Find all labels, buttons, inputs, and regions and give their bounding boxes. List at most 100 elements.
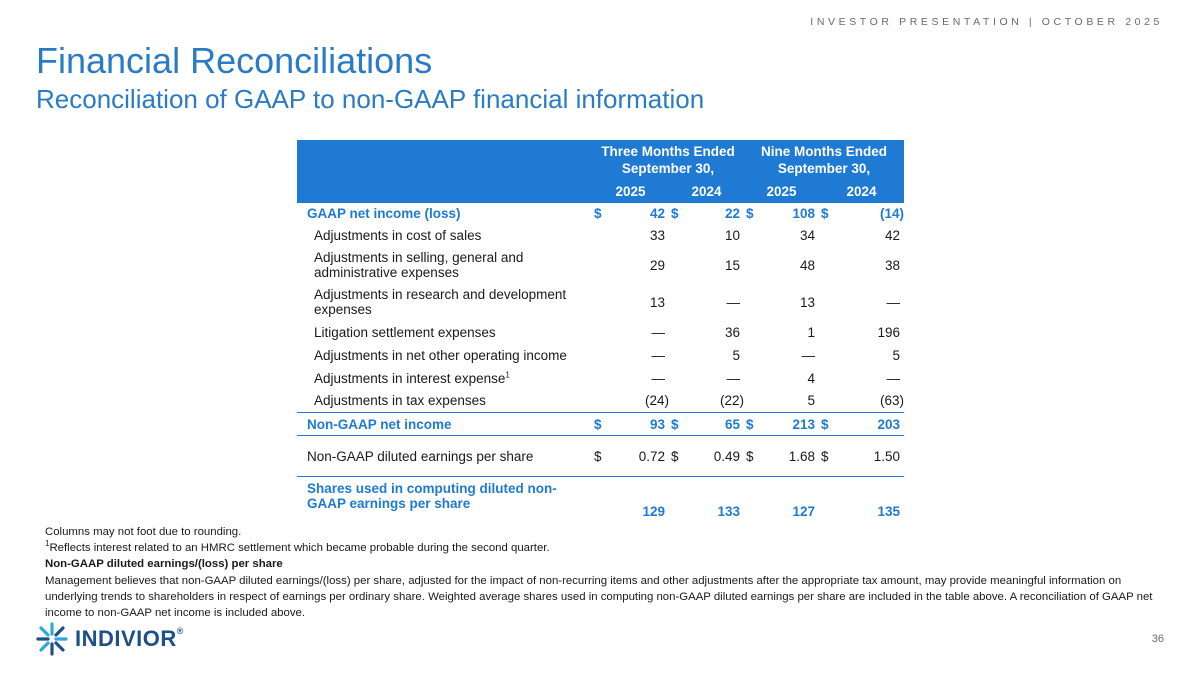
header-blank	[297, 180, 592, 203]
currency-cell: $	[819, 202, 838, 225]
currency-cell: $	[592, 412, 610, 436]
currency-cell	[744, 247, 762, 284]
logo-wordmark: INDIVIOR®	[75, 626, 184, 651]
currency-cell	[592, 247, 610, 284]
currency-cell	[669, 225, 687, 247]
value-cell: 5	[807, 393, 816, 409]
value-cell: —	[886, 370, 901, 386]
currency-cell: $	[671, 448, 679, 464]
row-label: Adjustments in research and development …	[314, 287, 567, 317]
value-cell: 133	[687, 476, 745, 522]
table-row: Adjustments in selling, general and admi…	[297, 247, 904, 284]
value-cell: 127	[762, 476, 820, 522]
row-label: Litigation settlement expenses	[314, 324, 496, 340]
value-cell: 108	[762, 202, 820, 225]
value-cell: 29	[649, 257, 665, 273]
currency-cell	[669, 321, 687, 344]
currency-cell: $	[746, 448, 754, 464]
footnotes: Columns may not foot due to rounding. 1R…	[45, 524, 1155, 621]
value-cell: 196	[877, 324, 901, 340]
currency-cell: $	[744, 412, 763, 436]
row-label: Adjustments in tax expenses	[314, 393, 486, 409]
table-row: Litigation settlement expenses — 36 1 196	[297, 321, 904, 344]
currency-cell: $	[821, 448, 829, 464]
currency-cell	[592, 367, 610, 390]
page-number: 36	[1151, 633, 1164, 645]
currency-cell	[744, 390, 762, 413]
row-label: Adjustments in net other operating incom…	[314, 347, 567, 363]
value-cell: (22)	[720, 393, 745, 409]
year-header: 2025	[592, 180, 669, 203]
currency-cell: $	[669, 202, 687, 225]
value-cell: 0.49	[713, 448, 741, 464]
year-header-row: 2025 2024 2025 2024	[297, 180, 905, 203]
currency-cell	[592, 476, 610, 522]
header-blank	[297, 140, 592, 180]
currency-cell	[744, 344, 762, 367]
currency-cell	[819, 390, 837, 413]
currency-cell	[744, 476, 763, 522]
currency-cell	[592, 344, 610, 367]
table-row: Shares used in computing diluted non-GAA…	[297, 476, 905, 522]
eps-body: Management believes that non-GAAP dilute…	[45, 574, 1153, 620]
value-cell: 13	[799, 294, 816, 310]
indivior-logo: INDIVIOR®	[35, 621, 184, 657]
currency-cell	[819, 321, 837, 344]
table-row: Adjustments in research and development …	[297, 284, 904, 321]
value-cell: 1	[807, 324, 816, 340]
currency-cell	[744, 367, 762, 390]
value-cell: 48	[799, 257, 816, 273]
value-cell: 13	[649, 294, 665, 310]
row-label: Non-GAAP diluted earnings per share	[307, 448, 534, 464]
row-label: GAAP net income (loss)	[297, 202, 592, 225]
row-label: Shares used in computing diluted non-GAA…	[297, 476, 592, 522]
row-label: Adjustments in selling, general and admi…	[314, 250, 524, 280]
currency-cell	[669, 247, 687, 284]
value-cell: —	[886, 294, 901, 310]
value-cell: 135	[837, 476, 905, 522]
page-title: Financial Reconciliations	[36, 40, 433, 81]
value-cell: 38	[884, 257, 901, 273]
currency-cell: $	[819, 412, 838, 436]
value-cell: 33	[649, 228, 665, 243]
value-cell: —	[726, 370, 741, 386]
interest-footnote: 1Reflects interest related to an HMRC se…	[45, 539, 550, 555]
row-label: Adjustments in interest expense1	[314, 370, 510, 386]
rounding-note: Columns may not foot due to rounding.	[45, 526, 242, 538]
value-cell: 5	[732, 347, 741, 363]
table-row: GAAP net income (loss) $42 $22 $108 $ (14)	[297, 202, 905, 225]
currency-cell	[669, 284, 687, 321]
three-months-header: Three Months Ended September 30,	[592, 140, 745, 180]
value-cell: 129	[610, 476, 669, 522]
currency-cell	[592, 390, 610, 413]
value-cell: 4	[807, 370, 816, 386]
currency-cell	[592, 225, 610, 247]
currency-cell	[669, 344, 687, 367]
table-row: Adjustments in interest expense1 — — 4 —	[297, 367, 904, 390]
value-cell: (14)	[837, 202, 905, 225]
currency-cell	[819, 476, 838, 522]
value-cell: 10	[724, 228, 741, 243]
currency-cell	[592, 321, 610, 344]
currency-cell	[744, 321, 762, 344]
currency-cell	[669, 390, 687, 413]
value-cell: 22	[687, 202, 745, 225]
value-cell: 5	[892, 347, 901, 363]
page-subtitle: Reconciliation of GAAP to non-GAAP finan…	[36, 84, 705, 114]
value-cell: 34	[799, 228, 816, 243]
value-cell: 1.68	[788, 448, 816, 464]
year-header: 2024	[669, 180, 745, 203]
table-row: Non-GAAP diluted earnings per share $0.72…	[297, 436, 904, 477]
currency-cell	[819, 247, 837, 284]
logo-mark-icon	[36, 622, 68, 656]
row-label: Non-GAAP net income	[297, 412, 592, 436]
year-header: 2024	[819, 180, 905, 203]
value-cell: —	[726, 294, 741, 310]
currency-cell	[669, 367, 687, 390]
value-cell: (63)	[880, 393, 905, 409]
currency-cell	[819, 284, 837, 321]
currency-cell	[819, 367, 837, 390]
currency-cell	[744, 284, 762, 321]
currency-cell: $	[669, 412, 687, 436]
value-cell: —	[651, 324, 666, 340]
